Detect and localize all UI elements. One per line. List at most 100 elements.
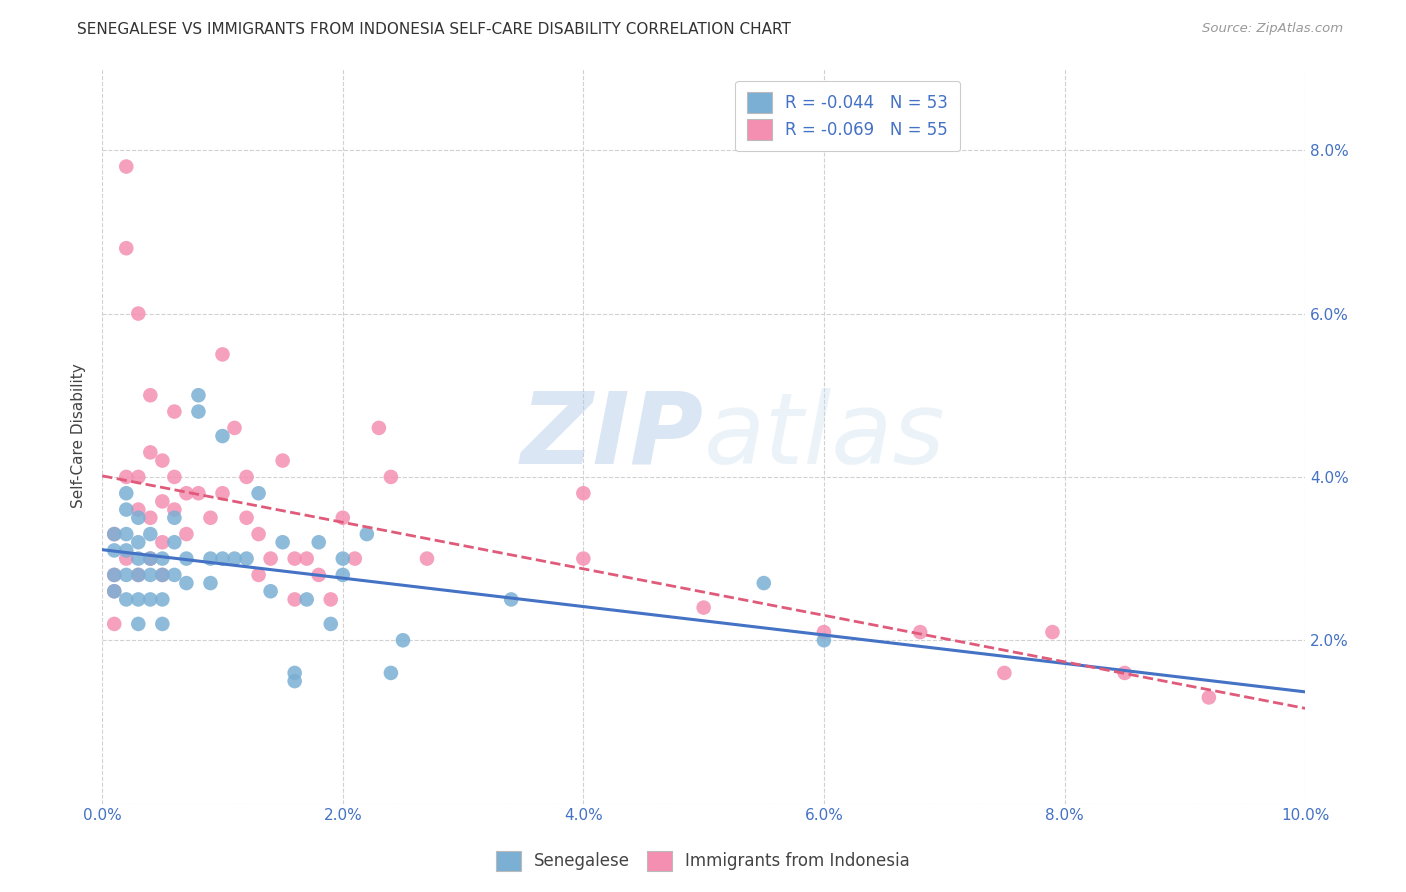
Point [247, 486, 270, 500]
Point [163, 510, 186, 524]
Point [127, 568, 149, 582]
Point [139, 388, 162, 402]
Point [127, 307, 149, 321]
Point [127, 592, 149, 607]
Point [752, 576, 775, 591]
Point [295, 592, 318, 607]
Point [187, 404, 209, 418]
Point [127, 510, 149, 524]
Point [150, 535, 173, 549]
Point [308, 568, 330, 582]
Point [392, 633, 415, 648]
Point [115, 470, 138, 484]
Point [115, 486, 138, 500]
Point [416, 551, 439, 566]
Point [284, 551, 307, 566]
Point [150, 453, 173, 467]
Text: Source: ZipAtlas.com: Source: ZipAtlas.com [1202, 22, 1343, 36]
Point [356, 527, 378, 541]
Point [343, 551, 366, 566]
Point [247, 568, 270, 582]
Point [200, 576, 222, 591]
Point [139, 551, 162, 566]
Point [224, 551, 246, 566]
Point [127, 535, 149, 549]
Point [259, 551, 281, 566]
Point [247, 527, 270, 541]
Point [332, 568, 354, 582]
Point [572, 486, 595, 500]
Point [127, 470, 149, 484]
Point [271, 535, 294, 549]
Point [103, 568, 125, 582]
Point [103, 527, 125, 541]
Point [163, 404, 186, 418]
Text: ZIP: ZIP [520, 387, 703, 484]
Point [139, 527, 162, 541]
Point [993, 665, 1015, 680]
Point [211, 486, 233, 500]
Point [139, 568, 162, 582]
Point [235, 470, 257, 484]
Point [572, 551, 595, 566]
Point [150, 568, 173, 582]
Point [163, 535, 186, 549]
Point [115, 568, 138, 582]
Point [367, 421, 389, 435]
Point [211, 429, 233, 443]
Point [139, 510, 162, 524]
Point [115, 527, 138, 541]
Point [1198, 690, 1220, 705]
Point [908, 625, 931, 640]
Point [319, 592, 342, 607]
Point [308, 535, 330, 549]
Point [176, 486, 198, 500]
Point [332, 551, 354, 566]
Point [295, 551, 318, 566]
Point [271, 453, 294, 467]
Point [235, 551, 257, 566]
Point [103, 527, 125, 541]
Point [115, 592, 138, 607]
Point [501, 592, 523, 607]
Point [200, 510, 222, 524]
Point [150, 494, 173, 508]
Point [284, 674, 307, 689]
Point [200, 551, 222, 566]
Point [127, 616, 149, 631]
Point [115, 241, 138, 255]
Point [103, 543, 125, 558]
Point [284, 665, 307, 680]
Point [163, 470, 186, 484]
Point [103, 568, 125, 582]
Point [139, 592, 162, 607]
Point [150, 592, 173, 607]
Point [224, 421, 246, 435]
Point [176, 551, 198, 566]
Point [211, 347, 233, 361]
Point [103, 584, 125, 599]
Text: atlas: atlas [703, 387, 945, 484]
Point [813, 633, 835, 648]
Point [692, 600, 714, 615]
Point [187, 486, 209, 500]
Point [127, 502, 149, 516]
Point [150, 551, 173, 566]
Point [380, 470, 402, 484]
Text: SENEGALESE VS IMMIGRANTS FROM INDONESIA SELF-CARE DISABILITY CORRELATION CHART: SENEGALESE VS IMMIGRANTS FROM INDONESIA … [77, 22, 792, 37]
Point [813, 625, 835, 640]
Point [380, 665, 402, 680]
Point [187, 388, 209, 402]
Point [115, 502, 138, 516]
Point [115, 543, 138, 558]
Point [1114, 665, 1136, 680]
Point [332, 510, 354, 524]
Point [115, 160, 138, 174]
Point [127, 551, 149, 566]
Point [284, 592, 307, 607]
Point [176, 576, 198, 591]
Point [139, 551, 162, 566]
Point [103, 616, 125, 631]
Point [115, 551, 138, 566]
Point [1042, 625, 1064, 640]
